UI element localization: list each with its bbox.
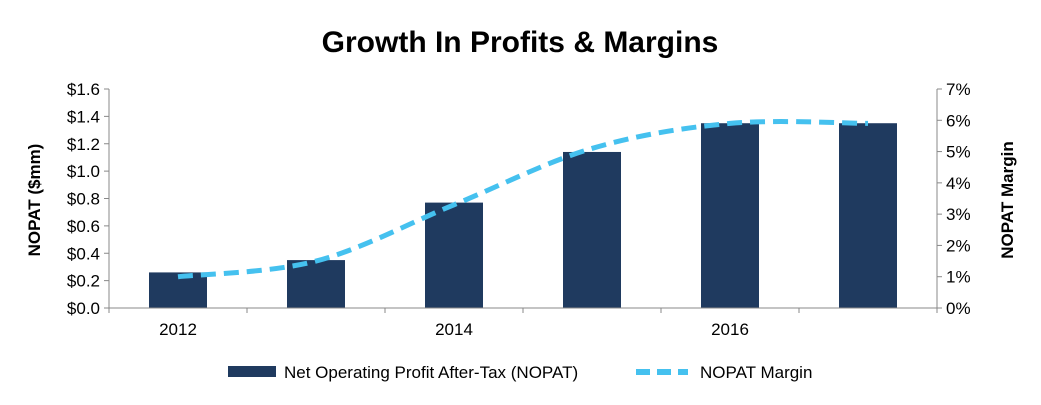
- y-left-tick-label: $0.2: [67, 272, 100, 291]
- y-right-tick-label: 3%: [946, 205, 971, 224]
- y-right-tick-label: 2%: [946, 236, 971, 255]
- bar-2014: [425, 202, 483, 308]
- y-left-tick-label: $1.4: [67, 107, 100, 126]
- y-left-tick-label: $0.8: [67, 190, 100, 209]
- y-right-tick-label: 7%: [946, 80, 971, 99]
- bars-layer: [149, 123, 897, 308]
- y-axis-left-label: NOPAT ($mm): [25, 144, 44, 257]
- legend-bar-label: Net Operating Profit After-Tax (NOPAT): [284, 363, 578, 382]
- y-right-tick-label: 1%: [946, 268, 971, 287]
- bar-2017: [839, 123, 897, 308]
- y-left-tick-label: $0.0: [67, 299, 100, 318]
- y-right-tick-label: 4%: [946, 174, 971, 193]
- line-layer: [177, 119, 869, 280]
- y-left-tick-label: $0.4: [67, 244, 100, 263]
- x-tick-label: 2012: [159, 320, 197, 339]
- bar-2013: [287, 260, 345, 308]
- legend-line-label: NOPAT Margin: [700, 363, 812, 382]
- y-right-tick-label: 0%: [946, 299, 971, 318]
- x-tick-label: 2014: [435, 320, 473, 339]
- bar-2012: [149, 272, 207, 308]
- bar-2016: [701, 123, 759, 308]
- chart-title: Growth In Profits & Margins: [322, 26, 719, 59]
- y-left-tick-label: $0.6: [67, 217, 100, 236]
- y-axis-right-ticks: 0% 1% 2% 3% 4% 5% 6% 7%: [937, 80, 971, 318]
- y-left-tick-label: $1.0: [67, 162, 100, 181]
- x-axis-ticks: 2012 2014 2016: [108, 308, 938, 339]
- legend-bar-swatch: [228, 366, 276, 377]
- legend: Net Operating Profit After-Tax (NOPAT) N…: [228, 363, 812, 382]
- x-tick-label: 2016: [711, 320, 749, 339]
- y-axis-right-label: NOPAT Margin: [998, 141, 1017, 258]
- y-axis-left-ticks: $0.0 $0.2 $0.4 $0.6 $0.8 $1.0 $1.2 $1.4 $1.6: [67, 80, 109, 318]
- y-right-tick-label: 6%: [946, 111, 971, 130]
- y-left-tick-label: $1.6: [67, 80, 100, 99]
- bar-2015: [563, 151, 621, 308]
- margin-line: [177, 119, 869, 280]
- y-left-tick-label: $1.2: [67, 135, 100, 154]
- y-right-tick-label: 5%: [946, 143, 971, 162]
